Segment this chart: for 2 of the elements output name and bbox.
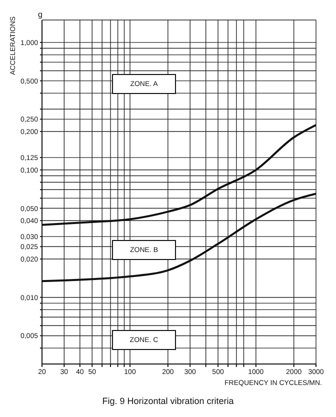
text: g (38, 10, 42, 19)
text: Fig. 9 Horizontal vibration criteria (101, 396, 235, 406)
